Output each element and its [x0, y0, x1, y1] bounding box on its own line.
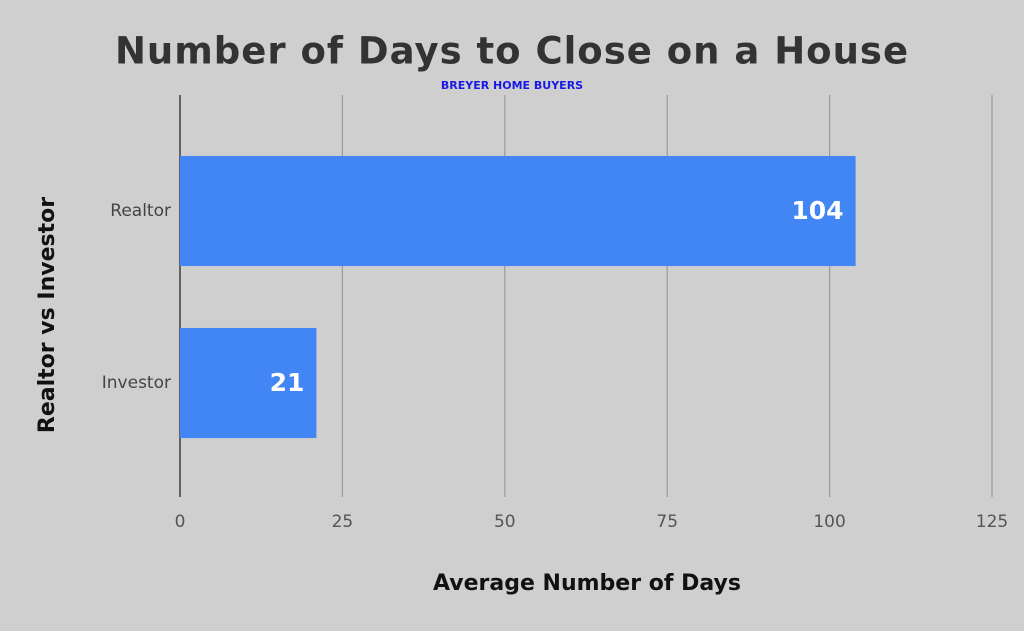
- bar: [180, 155, 856, 267]
- x-tick-label: 75: [656, 512, 678, 532]
- x-tick-label: 100: [813, 512, 845, 532]
- y-tick-label: Realtor: [110, 201, 171, 221]
- x-tick-label: 0: [175, 512, 186, 532]
- bar: [180, 327, 317, 439]
- value-label: 21: [270, 368, 305, 397]
- x-tick-label: 25: [332, 512, 354, 532]
- x-tick-label: 50: [494, 512, 516, 532]
- x-tick-label: 125: [976, 512, 1008, 532]
- y-tick-label: Investor: [102, 373, 171, 393]
- chart-title: Number of Days to Close on a House: [115, 30, 909, 73]
- chart-subtitle: BREYER HOME BUYERS: [441, 79, 583, 92]
- x-axis-title: Average Number of Days: [433, 571, 741, 596]
- value-label: 104: [791, 196, 843, 225]
- y-axis-title: Realtor vs Investor: [35, 197, 60, 433]
